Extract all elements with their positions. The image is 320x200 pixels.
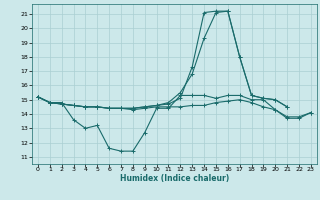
X-axis label: Humidex (Indice chaleur): Humidex (Indice chaleur) <box>120 174 229 183</box>
